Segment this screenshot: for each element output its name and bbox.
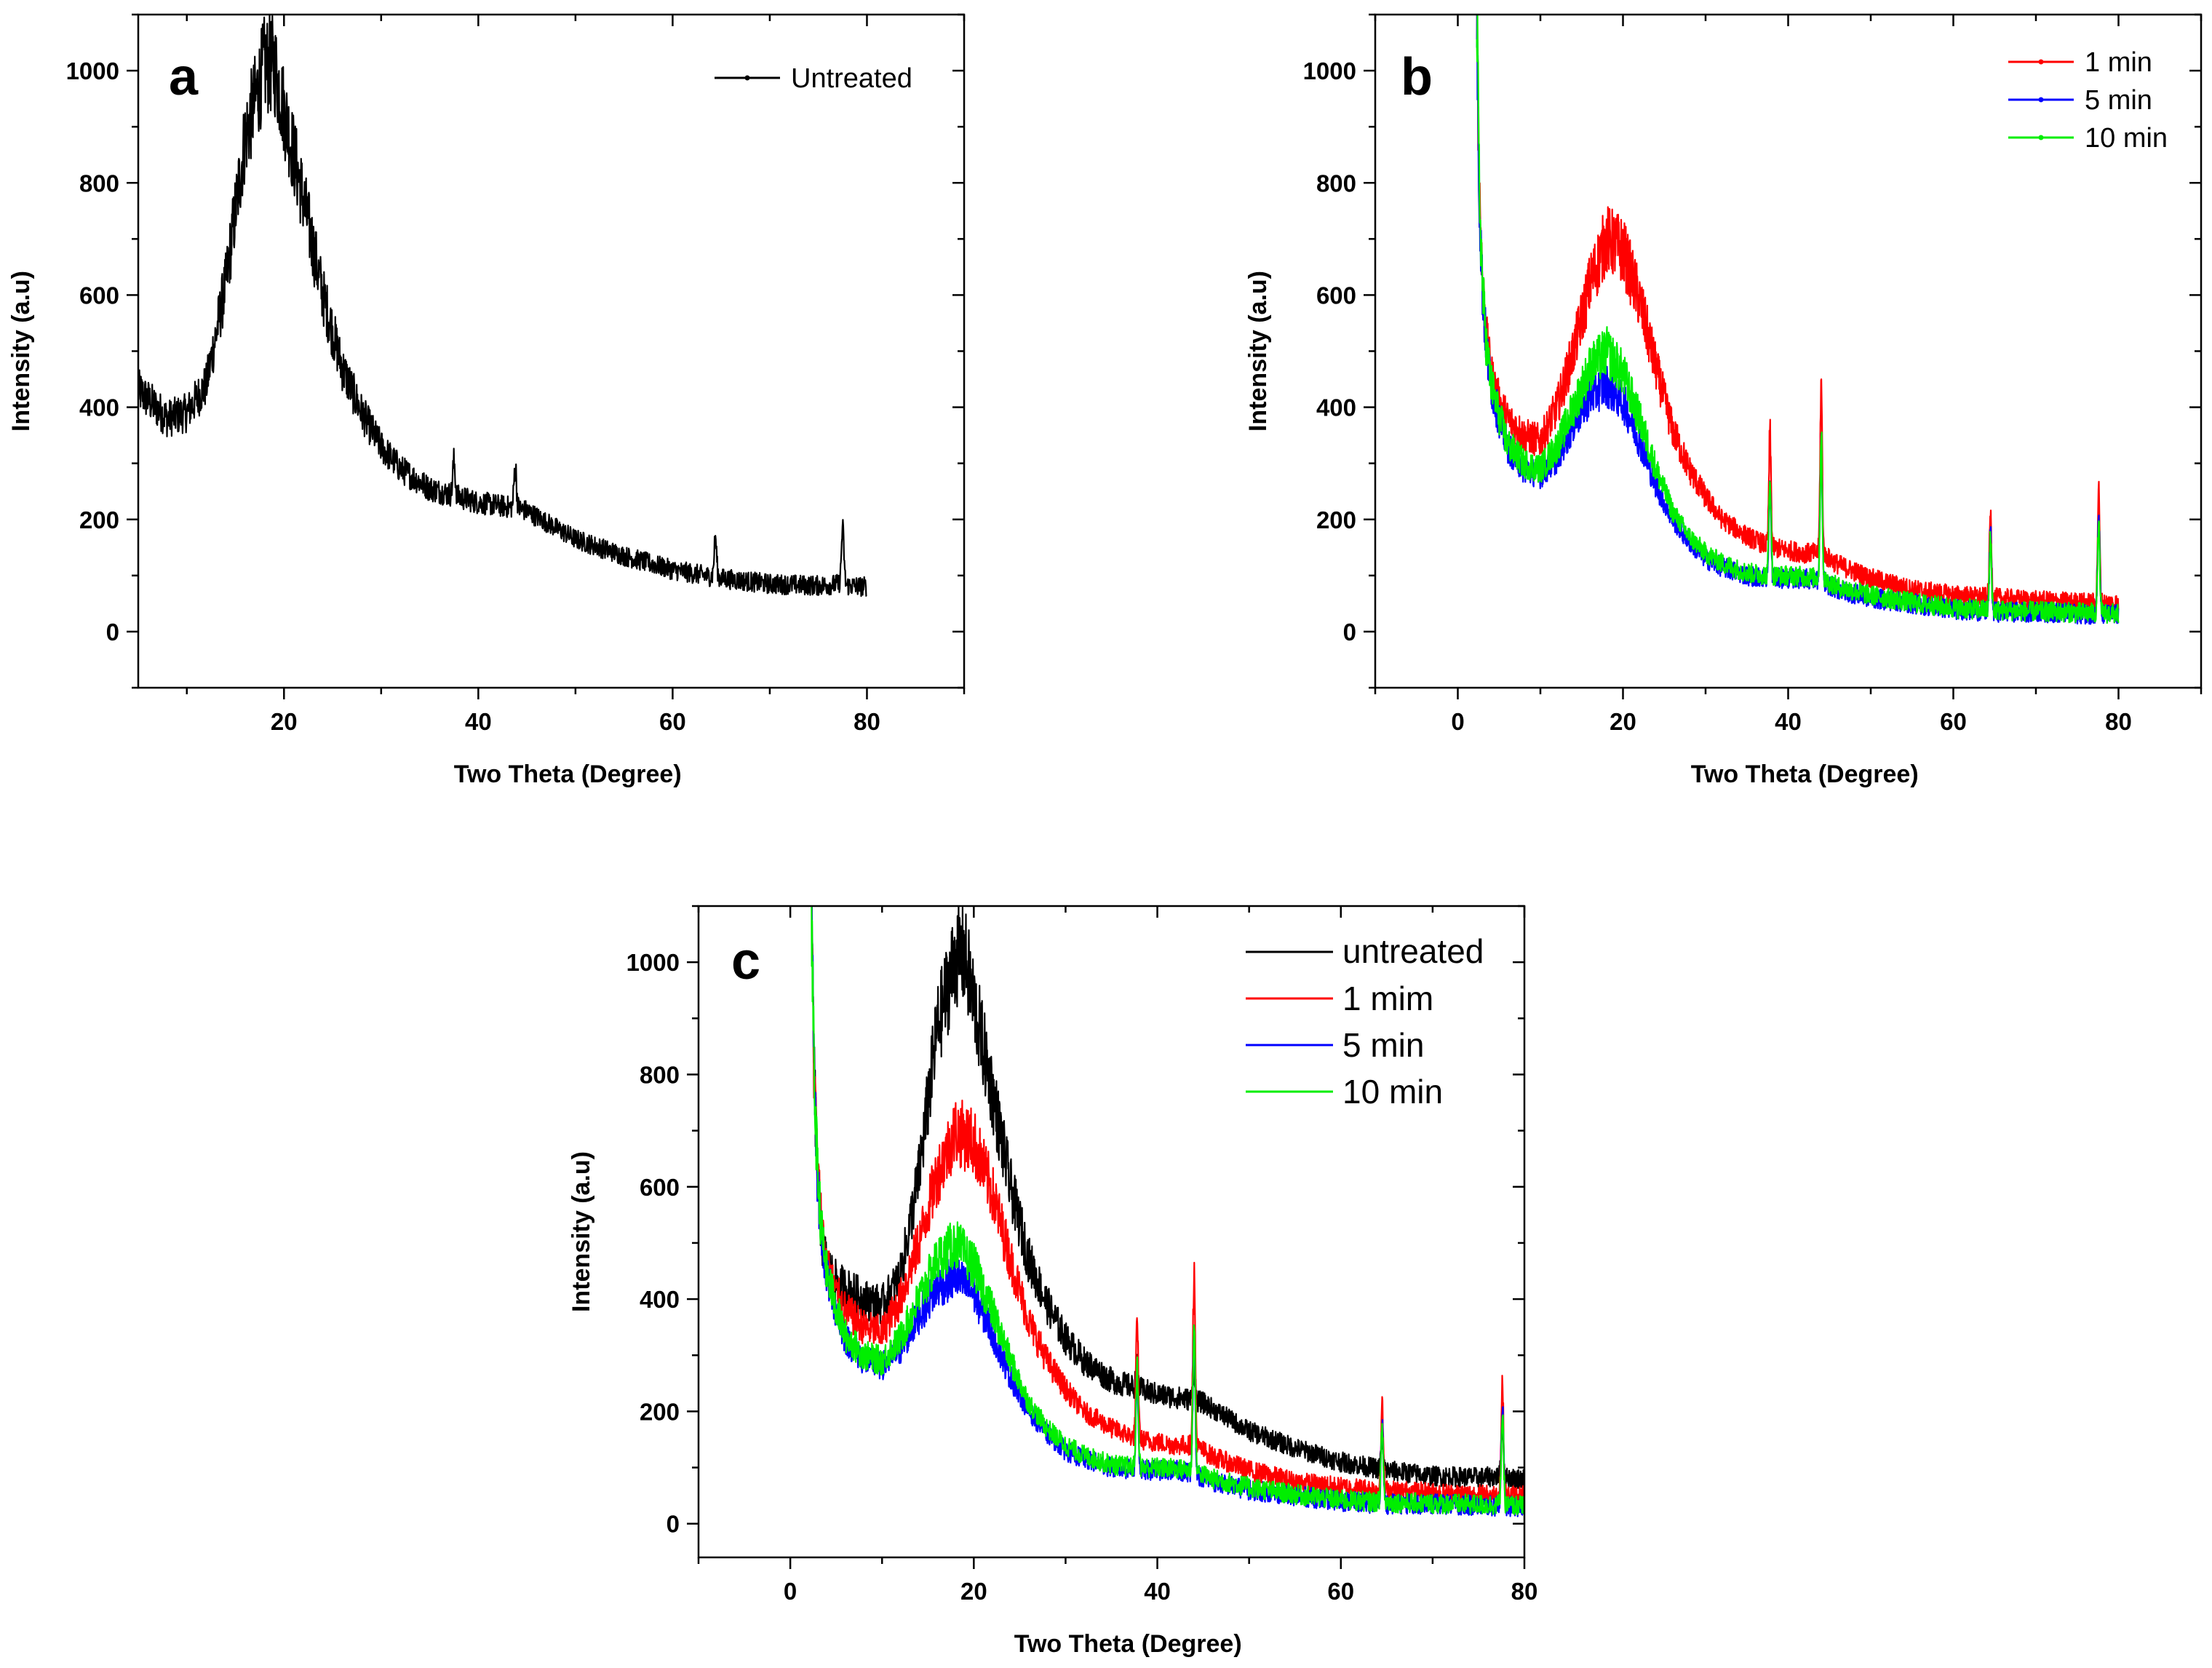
y-tick-label: 400	[640, 1286, 680, 1313]
y-tick-label: 800	[1316, 170, 1356, 196]
x-axis-title: Two Theta (Degree)	[454, 760, 682, 788]
x-tick-label: 60	[1940, 708, 1967, 735]
y-tick-label: 200	[640, 1398, 680, 1425]
y-axis-title: Intensity (a.u)	[1244, 271, 1272, 432]
x-tick-label: 0	[1451, 708, 1464, 735]
x-tick-label: 40	[1775, 708, 1802, 735]
y-axis-title: Intensity (a.u)	[568, 1151, 595, 1312]
series-line-5-min	[1476, 15, 2120, 625]
series-line-1-mim	[811, 906, 1524, 1506]
series-line-untreated	[811, 906, 1524, 1490]
series-line-1-min	[1476, 15, 2120, 614]
y-tick-label: 800	[640, 1061, 680, 1088]
y-tick-label: 0	[667, 1511, 680, 1538]
x-axis-title: Two Theta (Degree)	[1691, 760, 1919, 788]
y-tick-label: 200	[79, 507, 119, 533]
y-tick-label: 0	[1343, 619, 1356, 646]
panel-letter: b	[1401, 48, 1433, 106]
x-tick-label: 40	[1144, 1578, 1171, 1605]
legend-marker	[2038, 97, 2044, 103]
y-tick-label: 400	[79, 394, 119, 421]
panel-letter: a	[169, 48, 199, 106]
y-tick-label: 400	[1316, 394, 1356, 421]
plot-area	[811, 906, 1524, 1517]
x-tick-label: 80	[854, 708, 880, 735]
legend: Untreated	[715, 63, 912, 94]
series-line-untreated	[138, 15, 867, 597]
y-tick-label: 600	[79, 282, 119, 309]
legend-label: Untreated	[791, 63, 912, 94]
plot-frame	[697, 905, 1526, 1559]
legend-label: 1 mim	[1342, 980, 1433, 1017]
x-tick-label: 20	[271, 708, 298, 735]
legend-label: 1 min	[2085, 47, 2152, 78]
legend-label: untreated	[1342, 932, 1484, 970]
plot-area	[1476, 15, 2120, 625]
y-tick-label: 1000	[626, 949, 680, 976]
legend-marker	[744, 75, 750, 81]
series-line-10-min	[1476, 15, 2120, 624]
y-tick-label: 600	[1316, 282, 1356, 309]
y-tick-label: 800	[79, 170, 119, 196]
x-tick-label: 40	[465, 708, 492, 735]
x-tick-label: 60	[1327, 1578, 1354, 1605]
y-tick-label: 1000	[66, 57, 119, 84]
legend-label: 5 min	[1342, 1026, 1424, 1064]
plot-area	[138, 15, 867, 597]
legend: untreated 1 mim 5 min 10 min	[1246, 932, 1484, 1111]
x-tick-label: 0	[784, 1578, 797, 1605]
y-tick-label: 200	[1316, 507, 1356, 533]
legend-label: 10 min	[1342, 1073, 1443, 1111]
y-tick-label: 0	[106, 619, 119, 646]
series-line-10-min	[811, 906, 1524, 1516]
y-tick-label: 600	[640, 1174, 680, 1201]
x-tick-label: 80	[1511, 1578, 1538, 1605]
legend-label: 10 min	[2085, 123, 2168, 154]
x-tick-label: 20	[1610, 708, 1636, 735]
panel-letter: c	[731, 932, 760, 990]
x-tick-label: 80	[2105, 708, 2132, 735]
legend-label: 5 min	[2085, 85, 2152, 116]
y-tick-label: 1000	[1303, 57, 1356, 84]
legend-marker	[2038, 135, 2044, 140]
x-axis-title: Two Theta (Degree)	[1014, 1630, 1242, 1658]
legend-marker	[2038, 59, 2044, 65]
y-axis-title: Intensity (a.u)	[7, 271, 35, 432]
x-tick-label: 20	[960, 1578, 987, 1605]
x-tick-label: 60	[659, 708, 686, 735]
legend: 1 min 5 min 10 min	[2008, 47, 2168, 154]
